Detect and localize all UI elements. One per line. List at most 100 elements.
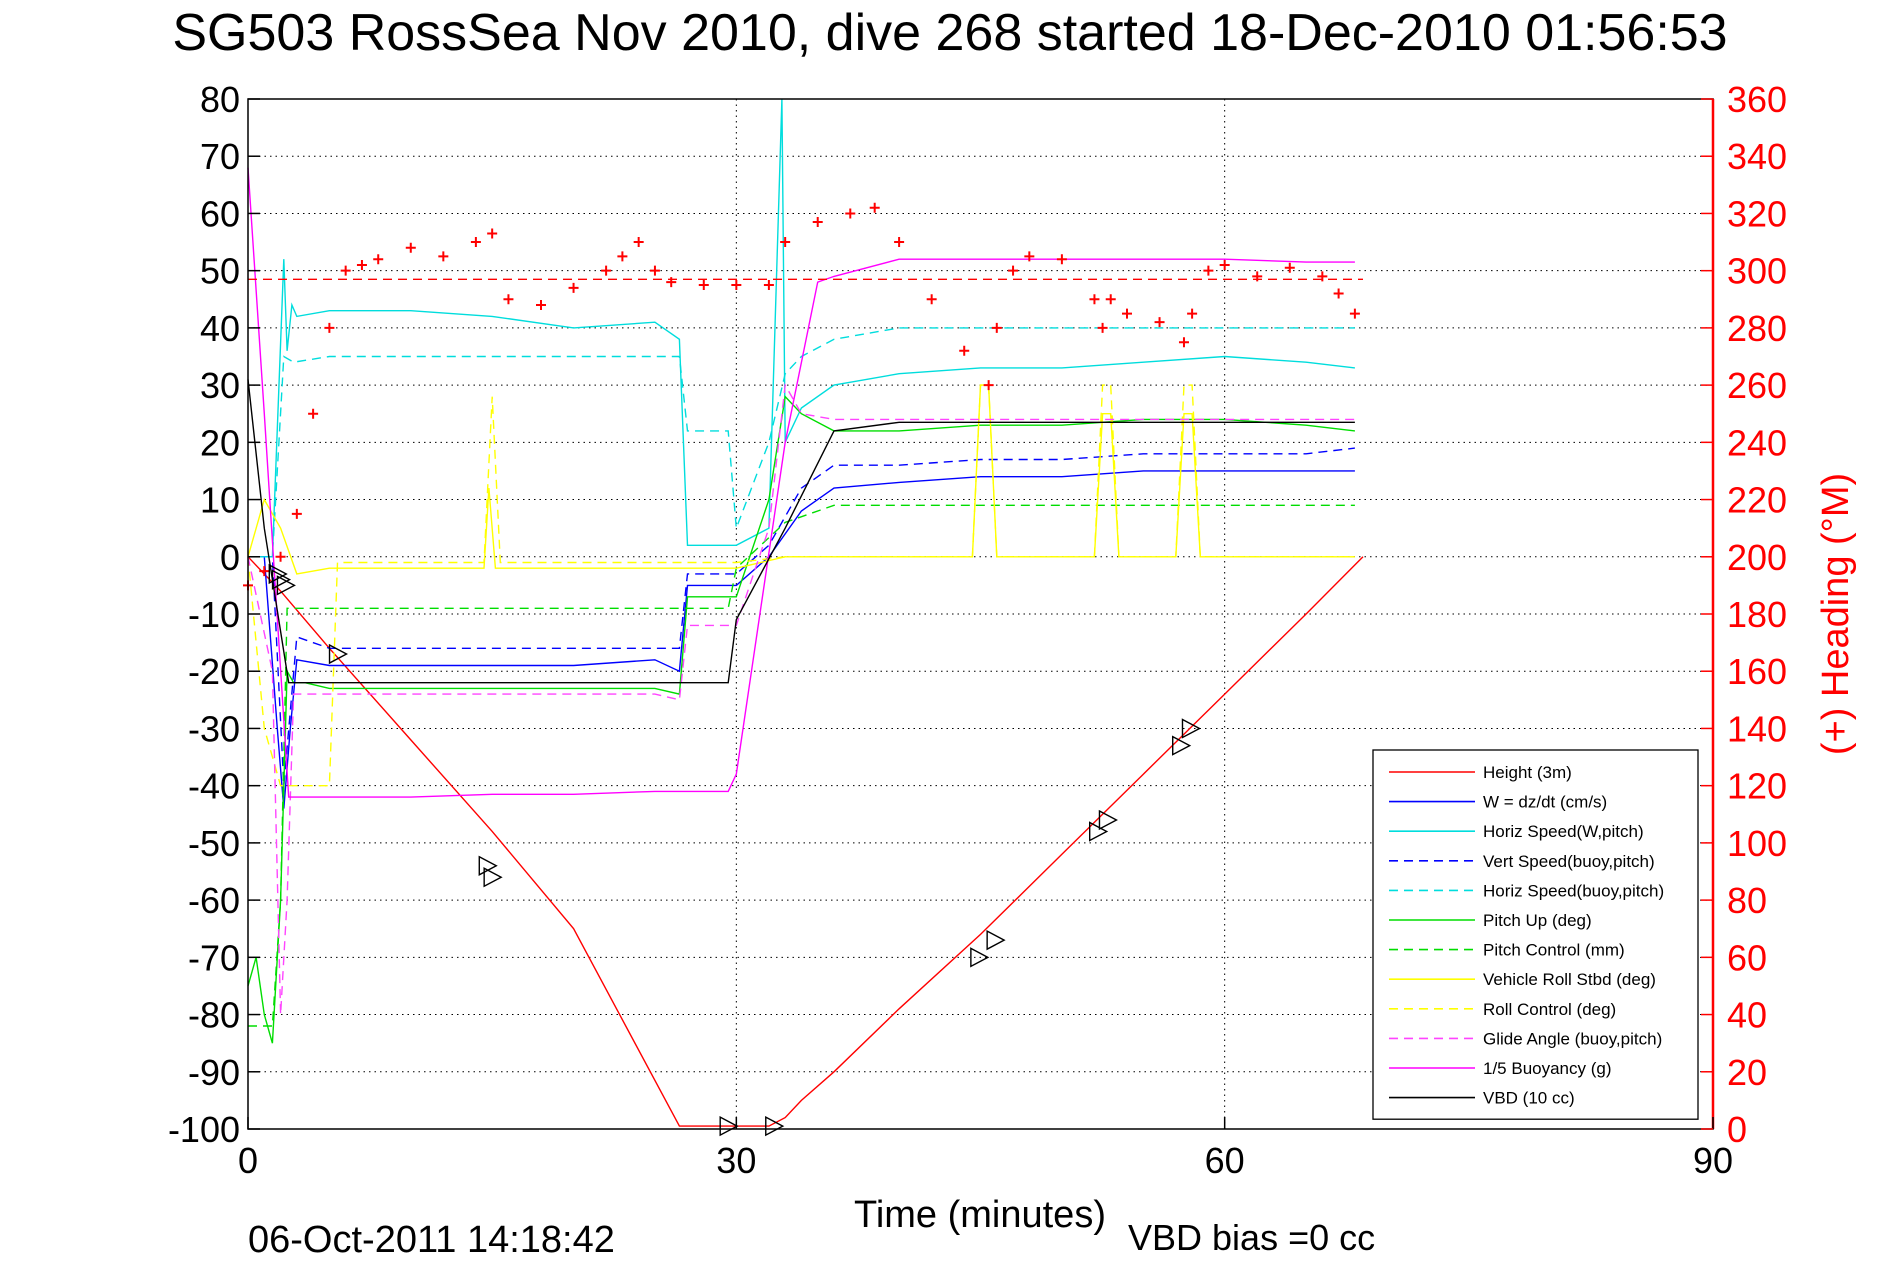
- y-right-tick-label: 120: [1727, 766, 1787, 807]
- heading-point: [991, 322, 1002, 333]
- turn-marker: [483, 867, 503, 888]
- heading-point: [568, 282, 579, 293]
- heading-point: [633, 237, 644, 248]
- y-right-tick-label: 0: [1727, 1109, 1747, 1150]
- y-tick-label: 40: [200, 308, 240, 349]
- heading-point: [1008, 265, 1019, 276]
- legend-entry: Roll Control (deg): [1483, 1000, 1616, 1019]
- turn-marker: [328, 643, 349, 665]
- heading-point: [601, 265, 612, 276]
- turn-marker: [1172, 735, 1192, 756]
- series-line: [248, 470, 1355, 809]
- y-tick-label: -10: [188, 594, 240, 635]
- legend-entry: Height (3m): [1483, 763, 1572, 782]
- series-line: [247, 167, 1355, 798]
- heading-point: [1317, 271, 1328, 282]
- heading-point: [373, 254, 384, 265]
- heading-point: [959, 345, 970, 356]
- series-line: [247, 382, 1355, 1015]
- y-tick-label: 10: [200, 480, 240, 521]
- turn-marker: [276, 575, 296, 596]
- legend-entry: Horiz Speed(buoy,pitch): [1483, 881, 1664, 900]
- heading-point: [780, 237, 791, 248]
- heading-point: [845, 208, 856, 219]
- heading-point: [1284, 262, 1295, 273]
- heading-point: [1154, 317, 1165, 328]
- heading-point: [1089, 294, 1100, 305]
- y-tick-label: -60: [188, 880, 240, 921]
- heading-point: [275, 551, 286, 562]
- legend-entry: Glide Angle (buoy,pitch): [1483, 1029, 1662, 1048]
- heading-point: [438, 251, 449, 262]
- heading-point: [1203, 265, 1214, 276]
- y-tick-label: -30: [188, 708, 240, 749]
- heading-point: [1056, 254, 1067, 265]
- heading-point: [983, 380, 994, 391]
- legend-entry: Pitch Control (mm): [1483, 941, 1625, 960]
- heading-point: [1097, 322, 1108, 333]
- heading-point: [617, 251, 628, 262]
- y-tick-label: -90: [188, 1052, 240, 1093]
- heading-point: [340, 265, 351, 276]
- series-line: [247, 556, 1364, 1127]
- heading-point: [536, 300, 546, 310]
- heading-point: [894, 237, 905, 248]
- legend-entry: Vert Speed(buoy,pitch): [1483, 852, 1655, 871]
- heading-point: [869, 202, 880, 213]
- y-tick-label: 60: [200, 193, 240, 234]
- data-series: [243, 98, 1364, 1127]
- y-right-tick-label: 220: [1727, 480, 1787, 521]
- y-right-tick-label: 20: [1727, 1052, 1767, 1093]
- heading-point: [1187, 308, 1198, 319]
- legend-entry: Vehicle Roll Stbd (deg): [1483, 970, 1656, 989]
- series-line: [247, 379, 1355, 684]
- turn-marker: [271, 569, 292, 590]
- y-right-tick-label: 240: [1727, 422, 1787, 463]
- footer-vbd-bias: VBD bias =0 cc: [1128, 1217, 1375, 1258]
- turn-marker: [1089, 821, 1109, 842]
- heading-point: [812, 217, 823, 228]
- y-tick-label: -20: [188, 651, 240, 692]
- heading-point: [1122, 308, 1132, 319]
- legend-entry: Horiz Speed(W,pitch): [1483, 822, 1644, 841]
- turn-marker: [1098, 809, 1118, 831]
- y-right-tick-label: 320: [1727, 193, 1787, 234]
- y-right-axis-label: (+) Heading (°M): [1815, 473, 1857, 755]
- heading-point: [731, 279, 742, 290]
- y-tick-label: 70: [200, 136, 240, 177]
- x-tick-label: 0: [238, 1140, 258, 1181]
- heading-point: [1333, 288, 1344, 299]
- y-right-tick-label: 60: [1727, 937, 1767, 978]
- y-right-tick-label: 360: [1727, 79, 1787, 120]
- legend-entry: VBD (10 cc): [1483, 1089, 1575, 1108]
- y-right-tick-label: 80: [1727, 880, 1767, 921]
- y-tick-label: -40: [188, 766, 240, 807]
- footer-timestamp: 06-Oct-2011 14:18:42: [248, 1219, 615, 1261]
- y-tick-label: 20: [200, 422, 240, 463]
- turn-marker: [986, 930, 1006, 951]
- y-right-tick-label: 100: [1727, 823, 1787, 864]
- x-tick-label: 90: [1693, 1140, 1733, 1181]
- heading-point: [763, 279, 774, 290]
- heading-point: [698, 279, 709, 290]
- turn-markers: [268, 563, 1201, 1137]
- heading-point: [1349, 308, 1360, 319]
- y-right-tick-label: 140: [1727, 708, 1787, 749]
- y-right-tick-label: 180: [1727, 594, 1787, 635]
- heading-point: [1105, 294, 1116, 305]
- y-tick-label: 0: [220, 537, 240, 578]
- turn-marker: [765, 1115, 785, 1137]
- legend-box: [1372, 749, 1699, 1120]
- y-tick-label: -100: [168, 1109, 240, 1150]
- y-tick-label: -50: [188, 823, 240, 864]
- y-tick-label: 80: [200, 79, 240, 120]
- legend-entry: Pitch Up (deg): [1483, 911, 1592, 930]
- heading-point: [308, 408, 319, 419]
- series-line: [247, 384, 1355, 787]
- y-right-tick-label: 300: [1727, 251, 1787, 292]
- turn-marker: [478, 855, 498, 876]
- series-line: [248, 447, 1355, 786]
- legend: Height (3m) W = dz/dt (cm/s) Horiz Speed(W…: [1372, 749, 1699, 1120]
- axis-ticks: 80706050403020100-10-20-30-40-50-60-70-8…: [168, 79, 1787, 1181]
